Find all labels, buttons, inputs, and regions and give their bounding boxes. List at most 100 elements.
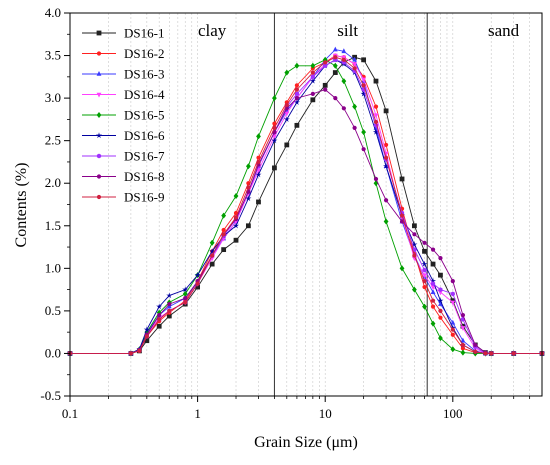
data-point: [450, 279, 455, 284]
data-point: [271, 137, 278, 144]
data-point: [422, 267, 427, 273]
data-point: [182, 286, 189, 293]
data-point: [430, 304, 436, 309]
legend-label: DS16-1: [124, 26, 164, 41]
legend-item: DS16-7: [82, 149, 165, 164]
data-point: [322, 56, 328, 63]
data-point: [438, 256, 443, 261]
data-point: [450, 291, 455, 297]
data-point: [341, 57, 346, 62]
data-point: [333, 55, 338, 60]
x-axis-title: Grain Size (μm): [254, 434, 358, 451]
boundary-lines: [273, 13, 428, 396]
data-point: [221, 212, 227, 219]
data-point: [399, 176, 405, 182]
data-point: [233, 215, 239, 220]
legend-label: DS16-3: [124, 67, 164, 82]
data-point: [361, 83, 366, 88]
y-tick-label: 2.5: [45, 133, 61, 148]
data-point: [283, 116, 290, 122]
data-point: [383, 163, 390, 169]
series-line: [70, 55, 542, 354]
y-tick-label: 1.0: [45, 260, 61, 275]
data-point: [373, 104, 379, 109]
legend-label: DS16-2: [124, 46, 164, 61]
data-point: [167, 308, 172, 313]
data-point: [183, 296, 188, 301]
data-point: [438, 335, 443, 342]
series-DS16-9: [67, 55, 545, 356]
data-point: [422, 248, 427, 254]
data-point: [422, 273, 427, 279]
data-point: [323, 87, 328, 92]
data-point: [209, 239, 215, 246]
data-point: [333, 96, 338, 101]
data-point: [144, 334, 149, 339]
data-point: [361, 129, 367, 136]
data-point: [156, 303, 163, 310]
data-point: [473, 349, 478, 354]
data-point: [483, 351, 488, 356]
data-point: [332, 46, 338, 52]
y-tick-label: 0.0: [45, 345, 61, 360]
data-point: [438, 272, 443, 278]
data-point: [450, 346, 456, 353]
data-point: [422, 284, 427, 290]
x-tick-label: 1: [194, 406, 201, 421]
legend-item: DS16-2: [82, 46, 164, 61]
data-point: [96, 153, 102, 159]
series-line: [70, 89, 542, 354]
data-point: [294, 62, 300, 69]
y-tick-label: 3.5: [45, 48, 61, 63]
data-point: [272, 95, 277, 102]
data-point: [294, 122, 300, 128]
data-point: [221, 227, 226, 233]
data-point: [167, 301, 172, 307]
data-point: [430, 320, 436, 327]
data-point: [156, 323, 162, 329]
data-point: [310, 70, 315, 75]
data-point: [450, 327, 455, 332]
data-point: [361, 57, 367, 63]
data-point: [460, 342, 466, 348]
data-point: [309, 77, 316, 84]
data-point: [245, 195, 252, 202]
data-point: [438, 290, 443, 296]
legend-label: DS16-7: [124, 149, 165, 164]
y-tick-label: 4.0: [45, 5, 61, 20]
data-point: [352, 66, 357, 71]
data-point: [352, 62, 358, 68]
data-point: [310, 91, 315, 96]
data-point: [430, 285, 436, 291]
data-point: [232, 222, 240, 229]
data-point: [246, 185, 251, 190]
data-point: [255, 171, 262, 178]
data-point: [96, 112, 102, 118]
data-point: [460, 349, 466, 356]
data-point: [341, 48, 347, 54]
data-point: [209, 248, 216, 254]
legend-item: DS16-8: [82, 169, 164, 184]
data-point: [284, 69, 290, 76]
data-point: [438, 301, 443, 306]
data-point: [157, 317, 162, 322]
data-point: [450, 300, 456, 306]
y-axis-title: Contents (%): [13, 163, 30, 248]
data-point: [438, 287, 443, 293]
data-point: [293, 99, 300, 105]
data-point: [373, 119, 379, 125]
data-point: [373, 78, 379, 84]
axes: 0.1 1 10 100 -0.5 0.0 0.5 1.0 1.5 2.0 2.5 3.0 3.5 4.0: [40, 5, 531, 421]
data-point: [322, 82, 328, 88]
data-point: [294, 96, 299, 101]
data-point: [399, 265, 405, 272]
data-point: [166, 292, 173, 299]
data-point: [373, 176, 379, 182]
x-tick-label: 0.1: [62, 406, 78, 421]
data-point: [412, 253, 417, 258]
data-point: [332, 62, 338, 69]
data-point: [341, 78, 347, 85]
data-point: [272, 165, 277, 171]
legend-label: DS16-5: [124, 108, 164, 123]
data-point: [460, 346, 466, 351]
